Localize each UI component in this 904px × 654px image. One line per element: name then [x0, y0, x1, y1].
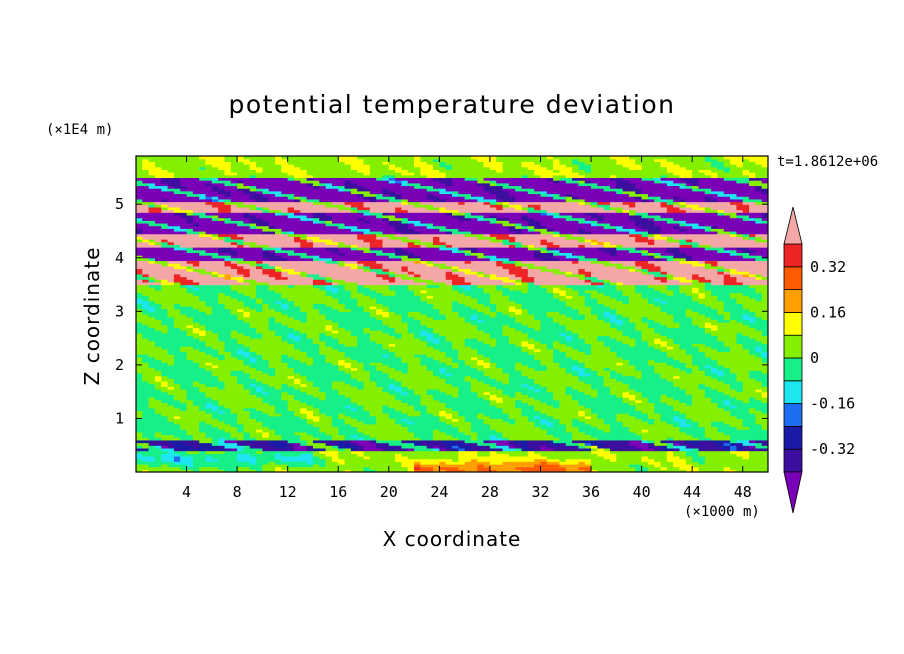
y-unit-label: (×1E4 m): [46, 122, 113, 138]
time-label: t=1.8612e+06: [777, 154, 878, 170]
plot-area: [136, 156, 769, 473]
chart-title: potential temperature deviation: [229, 90, 676, 119]
